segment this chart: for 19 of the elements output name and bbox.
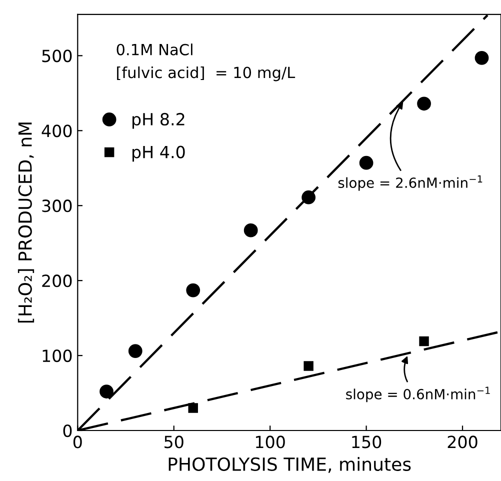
annotation: 0.1M NaCl (116, 44, 192, 56)
x-axis-title: PHOTOLYSIS TIME, minutes (168, 457, 411, 473)
x-tick-label: 0 (73, 436, 82, 448)
y-tick-label: 100 (42, 349, 72, 362)
legend-label: pH 8.2 (132, 112, 184, 129)
y-tick-label: 300 (42, 200, 72, 212)
x-tick-label: 100 (256, 436, 285, 448)
annotation: slope = 0.6nM·min$^{−1}$ (346, 386, 490, 402)
legend-label: pH 4.0 (132, 146, 185, 162)
y-tick-label: 400 (42, 124, 72, 138)
y-tick-label: 0 (63, 424, 72, 438)
x-tick-label: 50 (164, 436, 184, 448)
annotation: slope = 2.6nM·min$^{−1}$ (338, 175, 482, 191)
y-tick-label: 200 (42, 274, 72, 288)
annotation: [fulvic acid] = 10 mg/L (117, 66, 296, 82)
y-axis-title: [H₂O₂] PRODUCED, nM (18, 122, 34, 323)
x-tick-label: 200 (448, 436, 478, 448)
y-tick-label: 500 (42, 50, 72, 62)
x-tick-label: 150 (352, 436, 382, 448)
